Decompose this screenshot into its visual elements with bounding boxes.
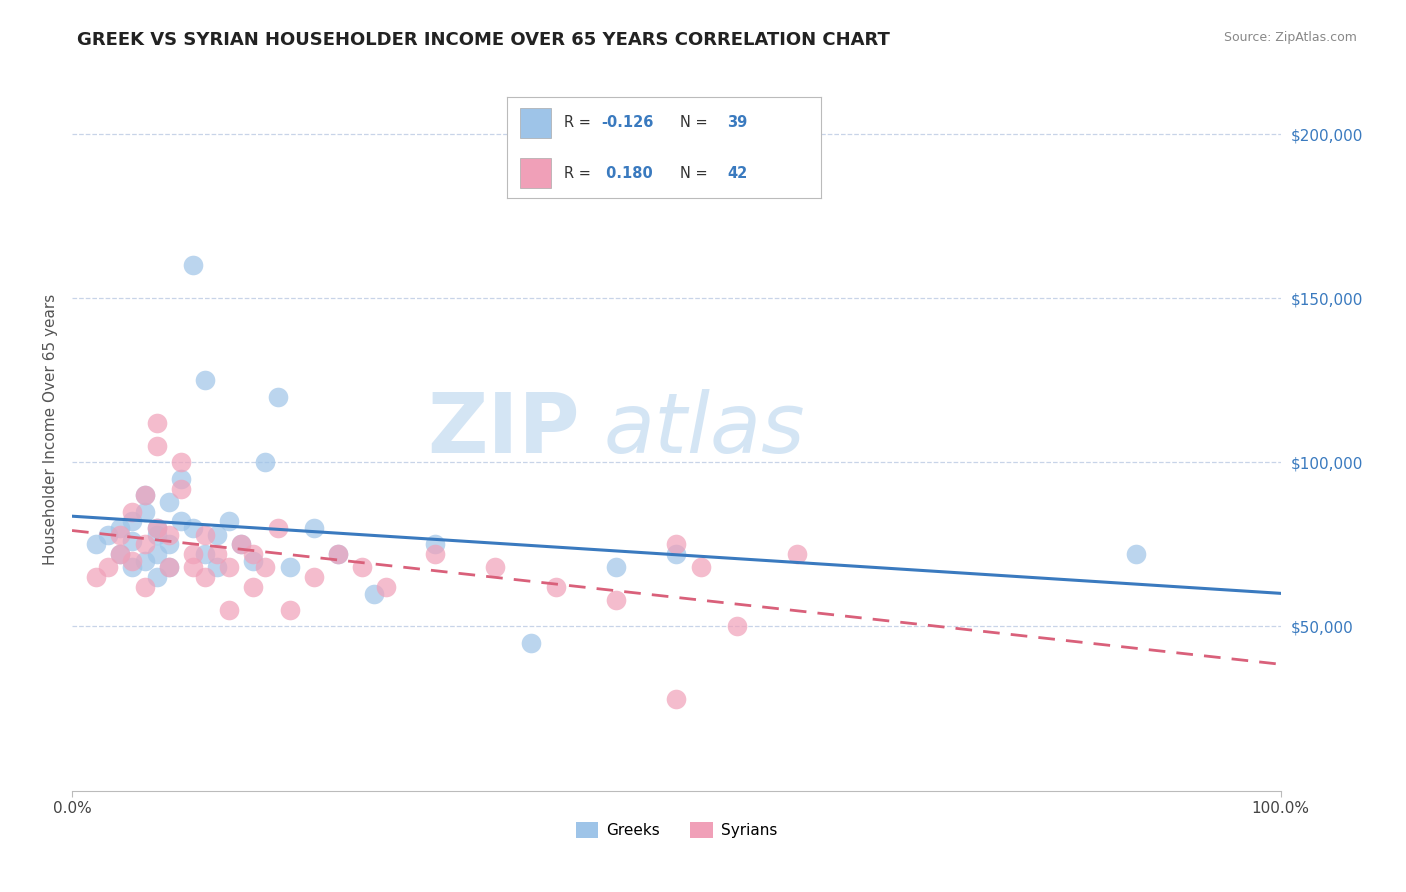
Point [242, 554, 264, 568]
Text: ZIP: ZIP [427, 389, 579, 470]
Point [231, 537, 253, 551]
Point [170, 482, 193, 496]
Point [145, 527, 167, 541]
Point [266, 521, 288, 535]
Point [231, 537, 253, 551]
Point [134, 488, 156, 502]
Point [145, 521, 167, 535]
Point [205, 560, 228, 574]
Point [605, 593, 627, 607]
Point [326, 547, 349, 561]
Point [302, 521, 325, 535]
Point [242, 547, 264, 561]
Text: Source: ZipAtlas.com: Source: ZipAtlas.com [1223, 31, 1357, 45]
Point [205, 547, 228, 561]
Point [520, 636, 543, 650]
Point [218, 515, 240, 529]
Point [423, 547, 446, 561]
Point [97, 560, 120, 574]
Point [145, 521, 167, 535]
Point [121, 505, 143, 519]
Point [302, 570, 325, 584]
Point [134, 580, 156, 594]
Point [254, 455, 277, 469]
Point [278, 560, 301, 574]
Point [181, 547, 204, 561]
Point [725, 619, 748, 633]
Point [170, 515, 193, 529]
Point [218, 603, 240, 617]
Point [134, 488, 156, 502]
Point [605, 560, 627, 574]
Point [97, 527, 120, 541]
Point [375, 580, 398, 594]
Point [84, 570, 107, 584]
Point [181, 521, 204, 535]
Point [689, 560, 711, 574]
Point [352, 560, 374, 574]
Point [121, 554, 143, 568]
Point [170, 472, 193, 486]
Point [145, 416, 167, 430]
Point [266, 390, 288, 404]
Point [134, 505, 156, 519]
Text: GREEK VS SYRIAN HOUSEHOLDER INCOME OVER 65 YEARS CORRELATION CHART: GREEK VS SYRIAN HOUSEHOLDER INCOME OVER … [77, 31, 890, 49]
Point [181, 560, 204, 574]
Point [218, 560, 240, 574]
Point [121, 515, 143, 529]
Point [665, 547, 688, 561]
Point [194, 570, 217, 584]
Y-axis label: Householder Income Over 65 years: Householder Income Over 65 years [44, 294, 58, 566]
Point [157, 560, 180, 574]
Point [157, 537, 180, 551]
Point [194, 527, 217, 541]
Point [157, 560, 180, 574]
Point [665, 691, 688, 706]
Point [254, 560, 277, 574]
Point [110, 547, 132, 561]
Point [84, 537, 107, 551]
Point [145, 439, 167, 453]
Point [1125, 547, 1147, 561]
Legend: Greeks, Syrians: Greeks, Syrians [569, 816, 783, 845]
Point [145, 547, 167, 561]
Point [665, 537, 688, 551]
Point [278, 603, 301, 617]
Point [194, 373, 217, 387]
Point [110, 527, 132, 541]
Point [121, 534, 143, 549]
Point [157, 527, 180, 541]
Point [181, 259, 204, 273]
Text: atlas: atlas [603, 389, 806, 470]
Point [134, 537, 156, 551]
Point [544, 580, 567, 594]
Point [484, 560, 506, 574]
Point [157, 495, 180, 509]
Point [326, 547, 349, 561]
Point [110, 521, 132, 535]
Point [423, 537, 446, 551]
Point [134, 554, 156, 568]
Point [194, 547, 217, 561]
Point [110, 547, 132, 561]
Point [121, 560, 143, 574]
Point [786, 547, 808, 561]
Point [145, 570, 167, 584]
Point [242, 580, 264, 594]
Point [170, 455, 193, 469]
Point [205, 527, 228, 541]
Point [363, 587, 385, 601]
